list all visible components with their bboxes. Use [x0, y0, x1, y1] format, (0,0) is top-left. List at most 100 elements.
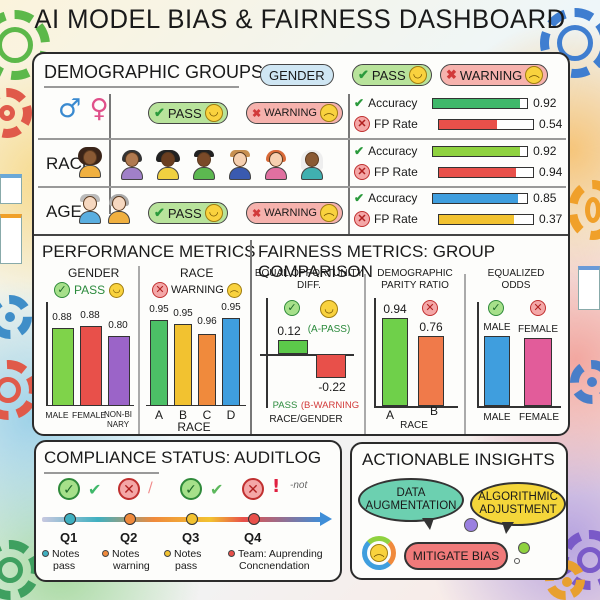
- bar-value: 0.88: [52, 312, 72, 323]
- bar-female: [80, 326, 102, 406]
- timeline-arrowhead-icon: [320, 512, 332, 526]
- age-warning-badge: ✖ WARNING ︵: [246, 202, 343, 224]
- eo-bar-male: [484, 336, 510, 406]
- eod-a-pass-label: (A-PASS): [307, 324, 351, 335]
- check-mark-icon: ✔: [210, 480, 224, 499]
- dpr-value-b: 0.76: [419, 320, 443, 334]
- legend-pass-badge: ✔ PASS ◡: [352, 64, 432, 86]
- timeline-axis: [42, 517, 322, 522]
- eod-bar-a: [278, 340, 308, 354]
- x-label: FEMALE: [518, 412, 559, 423]
- metric-label: FP Rate: [374, 165, 418, 179]
- gear-icon: [0, 10, 50, 80]
- metric-value: 0.37: [539, 212, 563, 226]
- cross-icon: ✖: [252, 207, 262, 220]
- bar-non-binary: [108, 336, 130, 406]
- dpr-value-a: 0.94: [383, 302, 407, 316]
- main-panel: DEMOGRAPHIC GROUPS GENDER ✔ PASS ◡ ✖ WAR…: [32, 52, 570, 436]
- fairness-heading: FAIRNESS METRICS: GROUP COMPARISON: [258, 242, 495, 281]
- check-circle-icon: ✓: [488, 300, 504, 316]
- perf-gender-chart: 0.88 0.88 0.80: [44, 302, 134, 406]
- eo-bar-female: [524, 338, 552, 406]
- age-accuracy-metric: ✔ Accuracy 0.85: [354, 191, 556, 205]
- person-avatar-icon: [300, 150, 324, 180]
- metric-label: FP Rate: [374, 117, 418, 131]
- age-pass-label: PASS: [167, 205, 202, 221]
- gear-icon: [568, 180, 600, 240]
- section-divider: [34, 234, 568, 236]
- q4-node[interactable]: [248, 513, 260, 525]
- elderly-person-avatar-icon: [78, 194, 102, 224]
- error-circle-icon: ✕: [422, 300, 438, 316]
- check-circle-icon: ✓: [54, 282, 70, 298]
- q1-node[interactable]: [64, 513, 76, 525]
- accuracy-bar: [432, 192, 529, 204]
- error-circle-icon: ✕: [354, 211, 370, 227]
- scribble-note: -not: [290, 480, 308, 491]
- eo-title-line1: EQUALIZED: [487, 268, 545, 279]
- mitigate-bias-button[interactable]: MITIGATE BIAS: [404, 542, 508, 570]
- dpr-bar-a: [382, 318, 408, 406]
- person-avatar-icon: [120, 150, 144, 180]
- fp-rate-bar: [438, 118, 534, 130]
- sad-face-icon: ︵: [319, 104, 338, 122]
- x-label: B: [178, 408, 187, 422]
- metric-label: Accuracy: [368, 96, 418, 110]
- dpr-axis: [374, 298, 376, 406]
- heading-underline: [44, 86, 239, 88]
- q2-note: Notes warning: [102, 548, 150, 572]
- algorithmic-adjustment-bubble[interactable]: ALGORITHMIC ADJUSTMENT: [470, 482, 566, 526]
- sad-face-icon: ︵: [370, 544, 388, 562]
- check-icon: ✔: [358, 67, 369, 82]
- eod-value-a: 0.12: [277, 324, 301, 338]
- bar-value: 0.96: [197, 316, 217, 327]
- race-accuracy-metric: ✔ Accuracy 0.92: [354, 144, 556, 158]
- sad-face-icon: ︵: [525, 66, 544, 84]
- eod-axis: [266, 298, 268, 408]
- dpr-title-line2: PARITY RATIO: [381, 280, 449, 291]
- age-row-label: AGE: [46, 202, 82, 221]
- x-label: A: [154, 408, 163, 422]
- x-label: A: [385, 408, 394, 422]
- column-divider: [109, 94, 111, 214]
- performance-heading: PERFORMANCE METRICS: [42, 242, 256, 261]
- fp-rate-bar: [438, 213, 534, 225]
- insights-panel: ACTIONABLE INSIGHTS DATA AUGMENTATION ALG…: [350, 442, 568, 580]
- page-title: AI MODEL BIAS & FAIRNESS DASHBOARD: [34, 4, 566, 34]
- race-representative-avatar: [78, 147, 102, 178]
- x-label: MALE: [45, 410, 69, 420]
- q1-pass-icon: ✓: [58, 478, 80, 500]
- eod-title-line2: DIFF.: [297, 280, 321, 291]
- female-symbol-icon: ♀: [89, 94, 109, 124]
- cross-icon: ✖: [252, 107, 262, 120]
- metric-value: 0.92: [533, 96, 557, 110]
- q3-label: Q3: [182, 530, 200, 545]
- bar-value: 0.95: [173, 308, 193, 319]
- accuracy-bar: [432, 97, 529, 109]
- q2-label: Q2: [120, 530, 138, 545]
- q3-node[interactable]: [186, 513, 198, 525]
- eod-zero-line: [260, 354, 354, 356]
- eo-title-line2: ODDS: [501, 280, 531, 291]
- person-avatar-icon: [192, 150, 216, 180]
- race-avatars: [120, 150, 328, 180]
- x-label: NON-BINARY: [104, 410, 132, 429]
- q2-node[interactable]: [124, 513, 136, 525]
- metric-value: 0.85: [533, 191, 557, 205]
- row-divider: [38, 138, 566, 140]
- metric-label: FP Rate: [374, 212, 418, 226]
- happy-face-icon: ◡: [320, 300, 338, 318]
- bar-race-c: [198, 334, 216, 406]
- data-augmentation-bubble[interactable]: DATA AUGMENTATION: [358, 478, 464, 522]
- check-icon: ✔: [354, 191, 365, 205]
- heading-underline: [44, 472, 159, 474]
- insights-heading: ACTIONABLE INSIGHTS: [362, 450, 555, 469]
- perf-subdivider: [138, 266, 140, 434]
- eod-warning-label: (B-WARNING: [300, 400, 360, 411]
- status-label: WARNING: [171, 284, 224, 296]
- gender-warning-badge: ✖ WARNING ︵: [246, 102, 343, 124]
- gender-filter-badge[interactable]: GENDER: [260, 64, 334, 86]
- speech-tail-icon: [422, 518, 434, 530]
- eod-pass-label: PASS: [272, 400, 298, 411]
- perf-gender-title: GENDER: [68, 266, 120, 280]
